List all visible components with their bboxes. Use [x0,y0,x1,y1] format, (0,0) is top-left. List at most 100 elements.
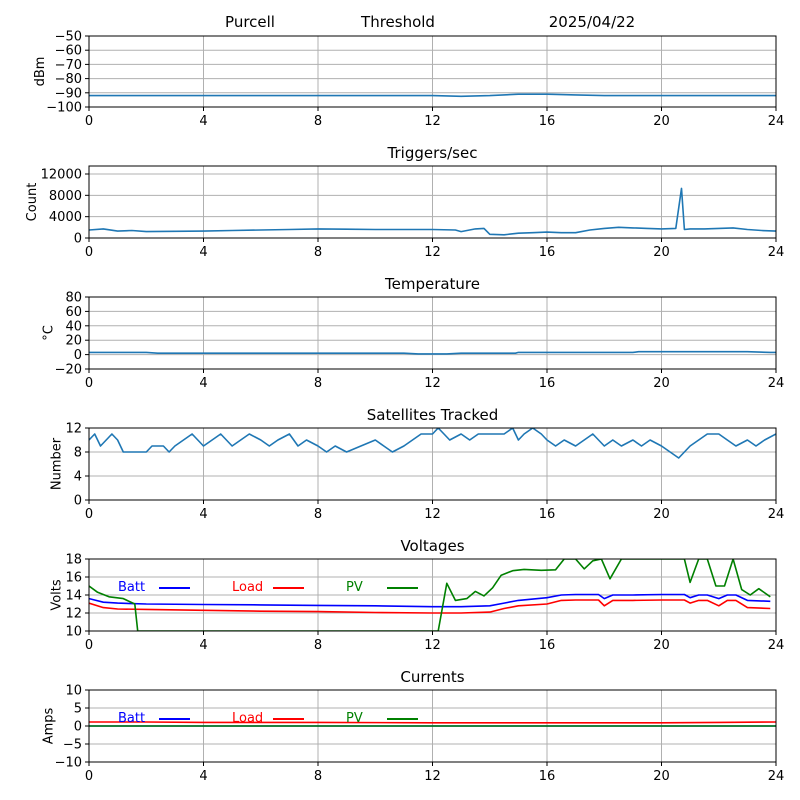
y-tick-label: 0 [74,348,82,363]
x-tick-label: 20 [653,507,670,522]
y-tick-label: −60 [55,44,82,59]
x-tick-label: 16 [539,114,556,129]
y-tick-label: 8000 [49,189,82,204]
y-tick-label: −90 [55,86,82,101]
y-tick-label: 0 [74,232,82,247]
x-tick-label: 0 [85,638,93,653]
y-tick-label: 20 [65,334,82,349]
y-tick-label: 0 [74,720,82,735]
series-group [89,428,776,459]
y-tick-label: 8 [74,446,82,461]
y-axis-label: Volts [50,579,65,611]
chart-title: Satellites Tracked [367,406,498,424]
x-tick-label: 12 [424,114,441,129]
x-tick-label: 12 [424,376,441,391]
chart-title: Triggers/sec [387,144,478,162]
y-axis-label: Number [50,437,65,490]
y-tick-label: −10 [55,756,82,771]
x-tick-label: 20 [653,245,670,260]
y-tick-label: −20 [55,363,82,378]
series-line [89,350,776,355]
y-tick-label: 10 [65,625,82,640]
x-tick-label: 8 [314,507,322,522]
y-tick-label: −50 [55,30,82,45]
x-tick-label: 16 [539,245,556,260]
y-tick-label: −70 [55,58,82,73]
y-tick-label: 12 [65,607,82,622]
x-tick-label: 0 [85,769,93,784]
legend-label-batt: Batt [118,711,145,726]
legend-label-batt: Batt [118,580,145,595]
y-tick-label: 10 [65,684,82,699]
header-date: 2025/04/22 [549,13,635,31]
header-label: Threshold [360,13,435,31]
x-tick-label: 8 [314,245,322,260]
chart-panel-0: 0 4 8 12 16 20 24 −50−60−70−80−90−100 dBm [33,30,784,130]
y-tick-label: 40 [65,319,82,334]
chart-title: Currents [400,668,464,686]
y-axis-label: Amps [41,707,56,744]
y-tick-label: 4000 [49,210,82,225]
x-tick-label: 12 [424,507,441,522]
x-tick-label: 12 [424,245,441,260]
series-group [89,93,776,98]
y-tick-label: −100 [46,101,82,116]
chart-panel-3: 0 4 8 12 16 20 24 0 4 8 12 Satellites Tracked Number [50,406,785,522]
x-tick-label: 24 [768,376,785,391]
x-tick-label: 16 [539,638,556,653]
series-line-load [89,599,771,614]
y-axis-label: Count [25,183,40,222]
series-group [89,559,771,631]
x-tick-label: 24 [768,507,785,522]
y-tick-label: 12 [65,422,82,437]
y-tick-label: 60 [65,305,82,320]
x-tick-label: 8 [314,769,322,784]
y-axis-label: dBm [33,57,48,87]
legend-label-load: Load [232,711,263,726]
series-group [89,721,776,727]
legend-label-pv: PV [346,711,363,726]
series-line-batt [89,593,771,608]
chart-panel-4: 0 4 8 12 16 20 24 10 12 14 16 18 Voltages Volts Batt Lo… [50,537,785,653]
y-tick-label: 12000 [41,168,82,183]
x-tick-label: 20 [653,114,670,129]
x-tick-label: 24 [768,245,785,260]
y-axis-label: °C [41,325,56,341]
y-tick-label: 5 [74,702,82,717]
x-tick-label: 16 [539,376,556,391]
x-tick-label: 4 [199,376,207,391]
chart-title: Temperature [384,275,480,293]
x-tick-label: 8 [314,638,322,653]
x-tick-label: 0 [85,507,93,522]
x-tick-label: 20 [653,769,670,784]
y-tick-label: −5 [63,738,82,753]
x-tick-label: 12 [424,769,441,784]
chart-panel-5: 0 4 8 12 16 20 24 −10 −5 0 5 10 Currents Amps Batt Load… [41,668,784,784]
x-tick-label: 16 [539,507,556,522]
x-tick-label: 24 [768,638,785,653]
y-tick-label: −80 [55,72,82,87]
x-tick-label: 4 [199,638,207,653]
y-tick-label: 0 [74,494,82,509]
y-tick-label: 14 [65,589,82,604]
series-line [89,93,776,98]
x-tick-label: 4 [199,245,207,260]
series-line [89,187,776,236]
header-site: Purcell [225,13,275,31]
series-group [89,187,776,236]
chart-panel-1: 0 4 8 12 16 20 24 0 4000 8000 12000 Triggers/sec Cou… [25,144,784,260]
x-tick-label: 0 [85,245,93,260]
x-tick-label: 16 [539,769,556,784]
x-tick-label: 0 [85,114,93,129]
x-tick-label: 8 [314,114,322,129]
chart-title: Voltages [400,537,464,555]
x-tick-label: 24 [768,114,785,129]
figure-header: Purcell Threshold 2025/04/22 [225,13,635,31]
series-line [89,428,776,459]
y-tick-label: 16 [65,571,82,586]
y-tick-label: 80 [65,291,82,306]
y-tick-label: 4 [74,470,82,485]
series-line-pv [89,559,771,631]
